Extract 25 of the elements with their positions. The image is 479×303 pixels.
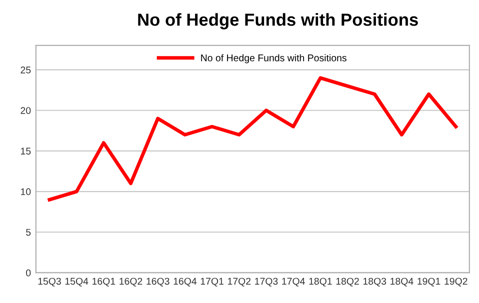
x-tick-label: 16Q3 xyxy=(146,278,170,286)
x-tick-label: 18Q1 xyxy=(309,278,332,286)
y-tick-label: 5 xyxy=(26,228,31,236)
x-tick-label: 18Q2 xyxy=(336,278,359,286)
legend-label: No of Hedge Funds with Positions xyxy=(201,54,346,64)
x-tick-label: 15Q3 xyxy=(38,278,61,286)
chart-title: No of Hedge Funds with Positions xyxy=(138,13,418,30)
x-tick-label: 19Q2 xyxy=(444,278,468,286)
x-tick-label: 16Q2 xyxy=(120,278,142,286)
x-tick-label: 15Q4 xyxy=(65,278,88,286)
line-series xyxy=(48,76,458,202)
x-tick-label: 16Q4 xyxy=(174,278,197,286)
x-tick-label: 17Q4 xyxy=(282,278,305,286)
y-tick-label: 25 xyxy=(20,66,31,74)
x-tick-label: 17Q3 xyxy=(255,278,278,286)
x-tick-label: 18Q3 xyxy=(363,278,386,286)
x-tick-label: 17Q1 xyxy=(200,278,224,286)
x-tick-label: 16Q1 xyxy=(92,278,116,286)
y-tick-label: 15 xyxy=(20,148,31,155)
y-tick-label: 20 xyxy=(20,107,31,114)
x-tick-label: 19Q1 xyxy=(418,278,440,286)
x-tick-label: 18Q4 xyxy=(390,278,414,286)
y-tick-label: 10 xyxy=(20,188,31,196)
y-tick-label: 0 xyxy=(26,269,31,276)
x-tick-label: 17Q2 xyxy=(228,278,251,286)
